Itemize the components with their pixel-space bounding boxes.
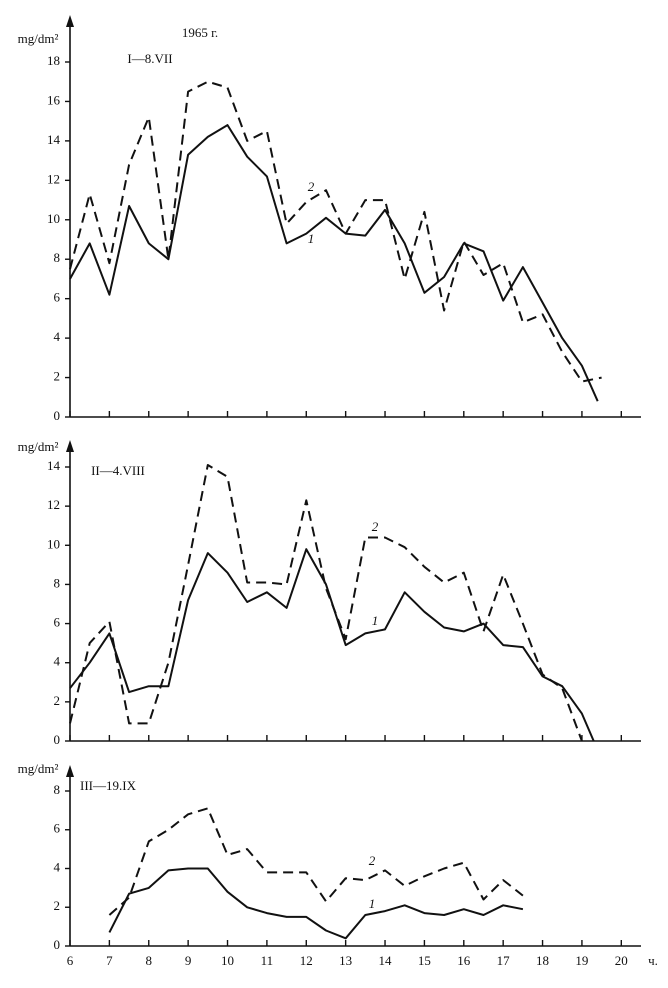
- y-tick-label: 4: [54, 654, 61, 669]
- x-tick-label: 17: [497, 953, 511, 968]
- y-tick-label: 0: [54, 937, 61, 952]
- y-tick-label: 4: [54, 859, 61, 874]
- y-tick-label: 12: [47, 497, 60, 512]
- series-line: [69, 124, 599, 402]
- y-tick-label: 10: [47, 536, 60, 551]
- x-tick-label: 18: [536, 953, 549, 968]
- y-tick-label: 14: [47, 458, 61, 473]
- x-tick-label: 9: [185, 953, 192, 968]
- y-axis-arrow: [66, 15, 74, 27]
- y-tick-label: 18: [47, 53, 60, 68]
- y-tick-label: 0: [54, 408, 61, 423]
- y-tick-label: 10: [47, 211, 60, 226]
- y-tick-label: 2: [54, 369, 61, 384]
- x-tick-label: 20: [615, 953, 628, 968]
- y-tick-label: 8: [54, 575, 61, 590]
- panel-title: II—4.VIII: [91, 463, 145, 478]
- y-axis-arrow: [66, 440, 74, 452]
- series-line: [69, 464, 583, 742]
- x-tick-label: 10: [221, 953, 234, 968]
- series-line: [108, 807, 524, 916]
- y-tick-label: 2: [54, 693, 61, 708]
- x-tick-label: 16: [457, 953, 471, 968]
- x-tick-label: 14: [379, 953, 393, 968]
- x-tick-label: 7: [106, 953, 113, 968]
- series-line: [69, 80, 602, 383]
- series-line: [69, 548, 595, 742]
- series-label: 2: [372, 519, 379, 534]
- y-axis-label: mg/dm²: [18, 31, 59, 46]
- x-tick-label: 19: [575, 953, 588, 968]
- y-tick-label: 6: [54, 615, 61, 630]
- y-tick-label: 14: [47, 132, 61, 147]
- x-tick-label: 8: [146, 953, 153, 968]
- y-tick-label: 12: [47, 171, 60, 186]
- series-label: 1: [308, 231, 315, 246]
- y-tick-label: 4: [54, 329, 61, 344]
- x-axis-label: ч.: [648, 953, 658, 968]
- y-axis-arrow: [66, 765, 74, 777]
- series-label: 2: [369, 853, 376, 868]
- x-tick-label: 12: [300, 953, 313, 968]
- series-label: 1: [369, 896, 376, 911]
- y-tick-label: 6: [54, 290, 61, 305]
- y-tick-label: 8: [54, 782, 61, 797]
- series-label: 2: [308, 179, 315, 194]
- panel-title: III—19.IX: [80, 778, 137, 793]
- y-tick-label: 2: [54, 898, 61, 913]
- x-tick-label: 15: [418, 953, 431, 968]
- y-axis-label: mg/dm²: [18, 439, 59, 454]
- annotation: 1965 г.: [182, 25, 218, 40]
- x-tick-label: 13: [339, 953, 352, 968]
- series-label: 1: [372, 613, 379, 628]
- y-axis-label: mg/dm²: [18, 761, 59, 776]
- series-line: [108, 867, 524, 940]
- x-tick-label: 6: [67, 953, 74, 968]
- y-tick-label: 6: [54, 821, 61, 836]
- x-tick-label: 11: [261, 953, 274, 968]
- panel-title: I—8.VII: [127, 51, 172, 66]
- y-tick-label: 8: [54, 250, 61, 265]
- y-tick-label: 0: [54, 732, 61, 747]
- y-tick-label: 16: [47, 92, 61, 107]
